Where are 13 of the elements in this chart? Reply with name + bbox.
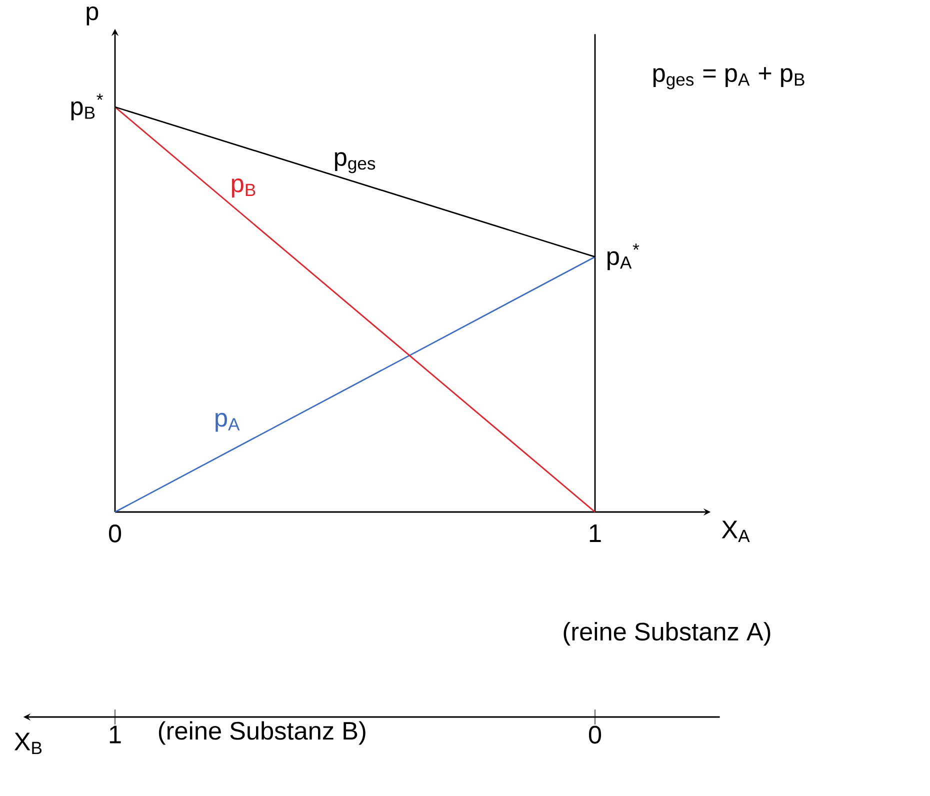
annotation: p$_{B}$* [71,94,103,120]
y-axis-title: p [86,6,98,26]
series-label: p$_{B}$ [232,178,256,198]
text: (reine Substanz A) [564,622,770,646]
annotation: p$_{A}$* [608,244,640,270]
series-label: p$_{A}$ [216,412,240,432]
x2-tick-label: 1 [110,726,121,744]
text: (reine Substanz B) [158,721,366,745]
x2-axis-title: X$_{B}$ [14,732,42,754]
x2-tick-label: 0 [588,726,602,744]
series-label: p$_{ges}$ [334,152,376,174]
text: p$_{ges}$ = p$_{A}$ + p$_{B}$ [653,67,804,90]
x-axis-title: X$_{A}$ [722,520,750,542]
